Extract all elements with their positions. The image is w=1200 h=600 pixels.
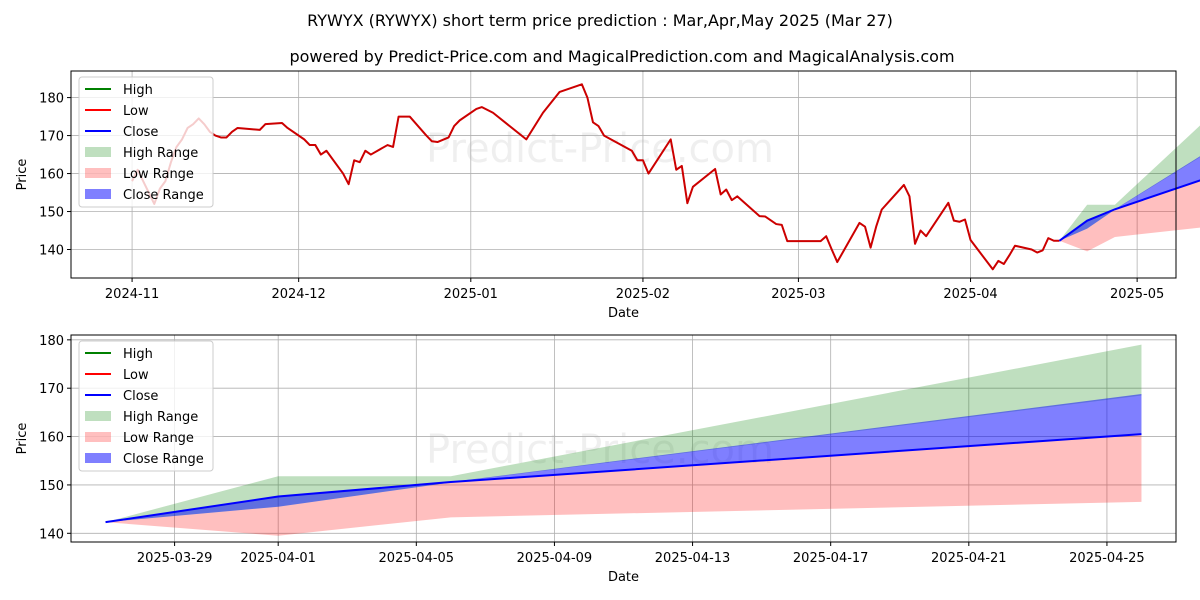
legend-label: Low Range — [123, 431, 194, 446]
y-axis-label: Price — [15, 423, 30, 455]
close-forecast-line — [1058, 179, 1200, 242]
legend-box — [78, 340, 214, 472]
x-tick-label: 2025-04-21 — [931, 551, 1007, 566]
x-tick-label: 2025-03-29 — [137, 551, 213, 566]
x-tick-label: 2025-04-05 — [379, 551, 455, 566]
legend-label: Close — [123, 389, 158, 404]
legend-swatch — [85, 432, 111, 442]
x-tick-label: 2025-03 — [771, 287, 825, 302]
chart-subtitle: powered by Predict-Price.com and Magical… — [289, 47, 954, 66]
y-tick-label: 150 — [39, 206, 64, 221]
y-tick-label: 180 — [39, 92, 64, 107]
close-forecast-line — [105, 433, 1142, 524]
close-range-band — [1059, 156, 1200, 241]
chart-title: RYWYX (RYWYX) short term price predictio… — [307, 11, 893, 30]
x-tick-label: 2025-02 — [616, 287, 670, 302]
legend-label: Close Range — [123, 188, 204, 203]
x-axis-label: Date — [608, 570, 639, 585]
y-tick-label: 160 — [39, 431, 64, 446]
y-tick-label: 140 — [39, 244, 64, 259]
legend-label: Close — [123, 125, 158, 140]
legend: High Low Close High Range Low Range Close Ran… — [78, 76, 214, 208]
high-range-band — [1059, 125, 1200, 241]
y-tick-label: 170 — [39, 130, 64, 145]
plot-frame — [70, 334, 1177, 543]
overview-chart: Predict-Price.com 2024-11 2024-12 2025-01 2… — [15, 70, 1200, 321]
forecast-detail-chart: Predict-Price.com 2025-03-29 2025-04-01 20… — [15, 334, 1177, 585]
x-tick-label: 2025-04-13 — [655, 551, 731, 566]
plot-frame — [70, 70, 1177, 279]
legend-label: High Range — [123, 146, 198, 161]
legend-label: Low — [123, 104, 149, 119]
x-tick-label: 2025-04-17 — [793, 551, 869, 566]
x-tick-label: 2025-05 — [1110, 287, 1164, 302]
x-tick-label: 2025-04-25 — [1069, 551, 1145, 566]
watermark-text: Predict-Price.com — [426, 126, 774, 172]
y-tick-label: 170 — [39, 382, 64, 397]
legend-label: Low Range — [123, 167, 194, 182]
x-tick-label: 2025-01 — [444, 287, 498, 302]
price-history-line — [131, 83, 1060, 271]
low-range-band — [105, 434, 1142, 536]
y-tick-label: 150 — [39, 479, 64, 494]
x-tick-label: 2024-11 — [105, 287, 159, 302]
x-tick-label: 2025-04 — [943, 287, 997, 302]
high-range-band — [105, 344, 1142, 523]
x-tick-label: 2025-04-01 — [240, 551, 316, 566]
legend-label: High Range — [123, 410, 198, 425]
legend-label: High — [123, 347, 153, 362]
x-axis-label: Date — [608, 306, 639, 321]
x-tick-label: 2024-12 — [271, 287, 325, 302]
y-tick-label: 140 — [39, 527, 64, 542]
legend-swatch — [85, 411, 111, 421]
y-tick-label: 180 — [39, 334, 64, 349]
legend: High Low Close High Range Low Range Close Ran… — [78, 340, 214, 472]
legend-swatch — [85, 168, 111, 178]
low-range-band — [1059, 180, 1200, 252]
x-tick-label: 2025-04-09 — [517, 551, 593, 566]
legend-label: Low — [123, 368, 149, 383]
y-tick-label: 160 — [39, 168, 64, 183]
legend-label: Close Range — [123, 452, 204, 467]
legend-swatch — [85, 147, 111, 157]
legend-box — [78, 76, 214, 208]
legend-label: High — [123, 83, 153, 98]
y-axis-label: Price — [15, 159, 30, 191]
legend-swatch — [85, 189, 111, 199]
legend-swatch — [85, 453, 111, 463]
